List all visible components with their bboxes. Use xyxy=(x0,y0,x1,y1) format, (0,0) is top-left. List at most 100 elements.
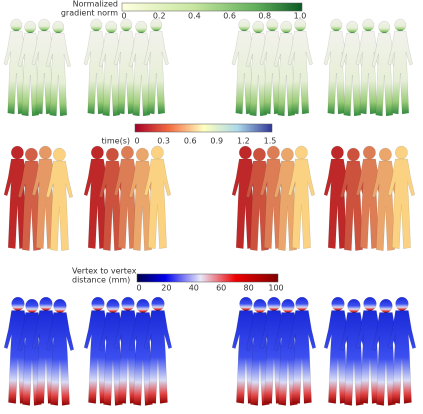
head xyxy=(362,18,375,32)
head xyxy=(238,18,251,32)
head xyxy=(38,18,51,32)
colorbar-tick-label: 20 xyxy=(161,284,171,293)
body xyxy=(45,32,71,117)
person xyxy=(387,145,416,249)
colorbar-label: Normalized xyxy=(73,0,118,9)
head xyxy=(394,18,407,32)
head xyxy=(135,20,148,34)
head xyxy=(10,18,23,32)
body xyxy=(45,160,74,251)
body xyxy=(387,30,413,115)
head xyxy=(330,145,344,160)
colorbar xyxy=(136,273,279,283)
body xyxy=(387,310,417,404)
colorbar-label: distance (mm) xyxy=(72,276,130,285)
colorbar-tick-label: 0 xyxy=(121,12,126,21)
person xyxy=(287,18,313,115)
head xyxy=(363,296,377,311)
colorbar-tick-label: 1.5 xyxy=(264,137,277,146)
person xyxy=(287,296,317,404)
colorbar-tick-label: 80 xyxy=(244,284,254,293)
person xyxy=(387,18,413,115)
body xyxy=(143,30,169,115)
colorbar-label: time(s) xyxy=(102,137,130,146)
body xyxy=(387,158,416,249)
colorbar-tick-label: 0.6 xyxy=(184,137,197,146)
head xyxy=(136,298,150,313)
head xyxy=(150,18,163,32)
head xyxy=(52,20,65,34)
head xyxy=(346,147,360,162)
head xyxy=(91,296,105,311)
colorbar-tick-label: 0.8 xyxy=(258,12,271,21)
head xyxy=(52,147,66,162)
colorbar-tick-label: 0.9 xyxy=(210,137,223,146)
head xyxy=(346,20,359,34)
head xyxy=(150,145,164,160)
body xyxy=(287,30,313,115)
head xyxy=(280,20,293,34)
head xyxy=(11,296,25,311)
head xyxy=(38,145,52,160)
person xyxy=(45,147,74,251)
head xyxy=(331,296,345,311)
head xyxy=(281,298,295,313)
body xyxy=(287,158,316,249)
person xyxy=(143,296,173,404)
body xyxy=(143,158,172,249)
head xyxy=(395,296,409,311)
person xyxy=(287,145,316,249)
colorbar-tick-label: 0 xyxy=(136,284,141,293)
head xyxy=(24,20,37,34)
head xyxy=(294,145,308,160)
head xyxy=(394,145,408,160)
head xyxy=(294,18,307,32)
head xyxy=(378,20,391,34)
person xyxy=(143,145,172,249)
head xyxy=(252,20,265,34)
person xyxy=(143,18,169,115)
body xyxy=(287,310,317,404)
colorbar-tick-label: 60 xyxy=(216,284,226,293)
head xyxy=(24,147,38,162)
head xyxy=(120,18,133,32)
head xyxy=(120,145,134,160)
head xyxy=(347,298,361,313)
head xyxy=(253,298,267,313)
body xyxy=(143,310,173,404)
colorbar xyxy=(134,123,273,133)
head xyxy=(280,147,294,162)
colorbar-tick-label: 1.0 xyxy=(294,12,307,21)
head xyxy=(252,147,266,162)
colorbar-tick-label: 0.4 xyxy=(188,12,201,21)
head xyxy=(135,147,149,162)
figure-renderings xyxy=(3,18,417,406)
head xyxy=(25,298,39,313)
colorbar-label: Vertex to vertex xyxy=(72,267,137,276)
head xyxy=(90,18,103,32)
head xyxy=(238,145,252,160)
colorbar-tick-label: 0.6 xyxy=(223,12,236,21)
head xyxy=(266,145,280,160)
head xyxy=(330,18,343,32)
colorbar-tick-label: 0.3 xyxy=(157,137,170,146)
head xyxy=(121,296,135,311)
person xyxy=(45,20,71,117)
head xyxy=(379,298,393,313)
body xyxy=(45,312,75,406)
colorbar-tick-label: 100 xyxy=(268,284,283,293)
head xyxy=(10,145,24,160)
colorbar-tick-label: 0 xyxy=(134,137,139,146)
colorbar-tick-label: 1.2 xyxy=(237,137,250,146)
head xyxy=(295,296,309,311)
colorbar-label: gradient norm xyxy=(61,9,118,18)
head xyxy=(105,20,118,34)
head xyxy=(362,145,376,160)
head xyxy=(105,147,119,162)
head xyxy=(90,145,104,160)
person xyxy=(387,296,417,404)
head xyxy=(53,298,67,313)
head xyxy=(266,18,279,32)
